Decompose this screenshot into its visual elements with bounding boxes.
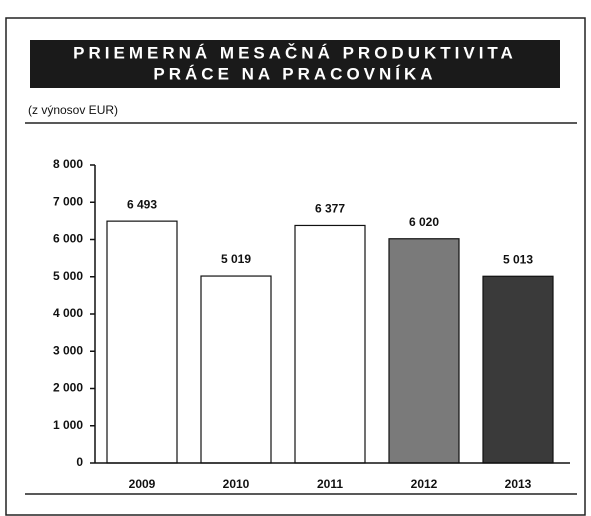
value-label: 6 020 (409, 215, 439, 229)
y-tick-label: 1 000 (53, 418, 83, 432)
x-tick-label: 2009 (129, 477, 156, 491)
chart-subtitle: (z výnosov EUR) (28, 103, 118, 117)
y-tick-label: 5 000 (53, 269, 83, 283)
bar (388, 238, 460, 464)
bar (294, 224, 366, 464)
x-tick-label: 2010 (223, 477, 250, 491)
y-tick-label: 0 (76, 455, 83, 469)
value-label: 5 019 (221, 252, 251, 266)
y-tick-label: 4 000 (53, 306, 83, 320)
chart-title: PRIEMERNÁ MESAČNÁ PRODUKTIVITA (73, 43, 517, 62)
bar (482, 275, 554, 464)
value-label: 6 377 (315, 202, 345, 216)
x-tick-label: 2011 (317, 477, 343, 491)
y-tick-label: 7 000 (53, 194, 83, 208)
frame (5, 17, 586, 516)
bar (106, 220, 178, 464)
x-tick-label: 2013 (505, 477, 532, 491)
value-label: 5 013 (503, 252, 533, 266)
y-tick-label: 6 000 (53, 232, 83, 246)
bar (200, 275, 272, 464)
value-label: 6 493 (127, 197, 157, 211)
title-box (30, 40, 560, 88)
y-tick-label: 8 000 (53, 157, 83, 171)
y-tick-label: 3 000 (53, 343, 83, 357)
y-tick-label: 2 000 (53, 381, 83, 395)
chart-title: PRÁCE NA PRACOVNÍKA (153, 64, 436, 83)
x-tick-label: 2012 (411, 477, 438, 491)
